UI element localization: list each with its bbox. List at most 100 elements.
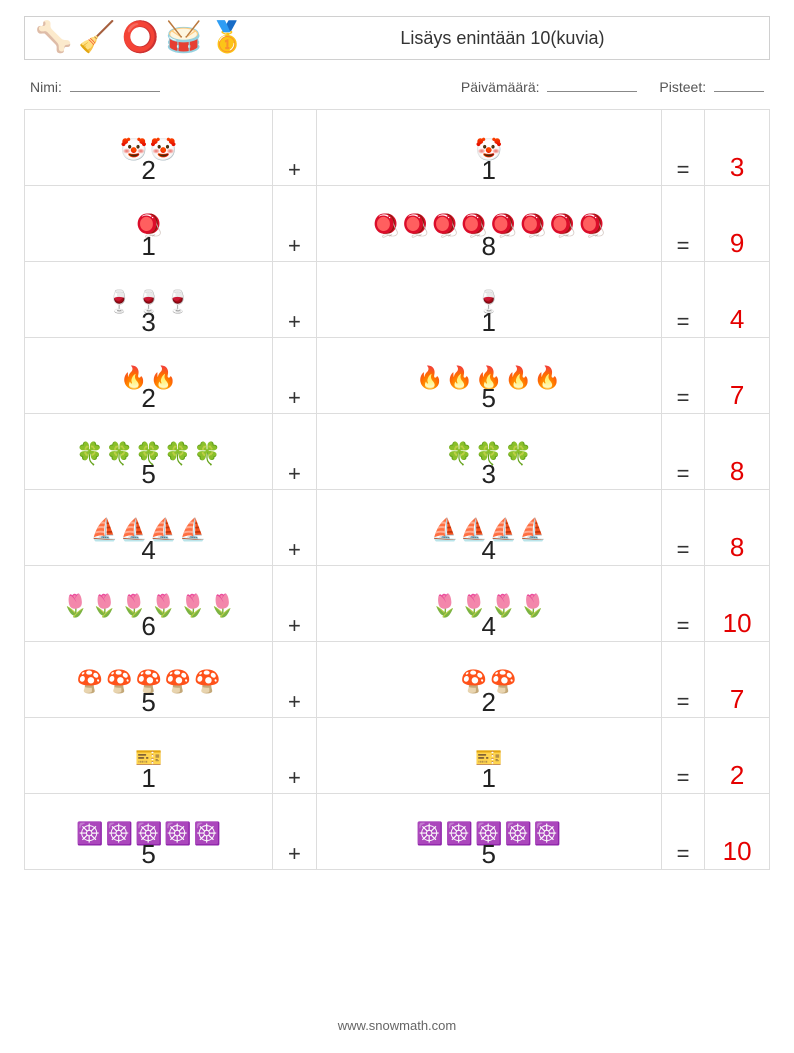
count-icon: 🪀 <box>372 215 399 237</box>
answer-cell: 10 <box>705 566 770 642</box>
count-icon: ⛵ <box>179 519 206 541</box>
name-label: Nimi: <box>30 79 62 95</box>
answer-value: 4 <box>730 304 744 334</box>
name-blank[interactable] <box>70 78 160 92</box>
operand-a-value: 5 <box>141 461 155 487</box>
count-icon: 🍄 <box>106 671 133 693</box>
equals-icon: = <box>677 461 690 486</box>
operand-a-cell: 🤡🤡2 <box>25 110 273 186</box>
answer-cell: 4 <box>705 262 770 338</box>
answer-cell: 3 <box>705 110 770 186</box>
count-icon: ⛵ <box>91 519 118 541</box>
operand-b-value: 1 <box>482 157 496 183</box>
operator-cell: + <box>273 566 316 642</box>
operand-a-cell: 🔥🔥2 <box>25 338 273 414</box>
answer-value: 9 <box>730 228 744 258</box>
operand-a-cell: 🍷🍷🍷3 <box>25 262 273 338</box>
header-icon-5: 🥇 <box>208 23 245 53</box>
count-icon: 🪀 <box>431 215 458 237</box>
operator-cell: + <box>273 110 316 186</box>
answer-cell: 2 <box>705 718 770 794</box>
count-icon: ☸️ <box>416 823 443 845</box>
operand-b-cell: 🍷1 <box>316 262 662 338</box>
equals-icon: = <box>677 157 690 182</box>
plus-icon: + <box>288 157 301 182</box>
operand-b-cell: 🪀🪀🪀🪀🪀🪀🪀🪀8 <box>316 186 662 262</box>
header-icons: 🦴 🧹 ⭕ 🥁 🥇 <box>35 23 246 53</box>
operator-cell: + <box>273 794 316 870</box>
operand-b-value: 4 <box>482 537 496 563</box>
answer-cell: 7 <box>705 642 770 718</box>
equals-icon: = <box>677 233 690 258</box>
operand-a-cell: ⛵⛵⛵⛵4 <box>25 490 273 566</box>
count-icon: 🔥 <box>416 367 443 389</box>
equals-icon: = <box>677 765 690 790</box>
table-row: 🍷🍷🍷3+🍷1=4 <box>25 262 770 338</box>
equals-cell: = <box>662 794 705 870</box>
count-icon: ☸️ <box>164 823 191 845</box>
count-icon: ☸️ <box>194 823 221 845</box>
operand-b-value: 8 <box>482 233 496 259</box>
operand-b-cell: 🎫1 <box>316 718 662 794</box>
count-icon: 🍄 <box>76 671 103 693</box>
answer-value: 2 <box>730 760 744 790</box>
count-icon: 🍀 <box>76 443 103 465</box>
worksheet-table: 🤡🤡2+🤡1=3🪀1+🪀🪀🪀🪀🪀🪀🪀🪀8=9🍷🍷🍷3+🍷1=4🔥🔥2+🔥🔥🔥🔥🔥… <box>24 109 770 870</box>
answer-value: 8 <box>730 456 744 486</box>
plus-icon: + <box>288 461 301 486</box>
count-icon: 🪀 <box>519 215 546 237</box>
score-label: Pisteet: <box>659 79 706 95</box>
count-icon: ☸️ <box>446 823 473 845</box>
equals-cell: = <box>662 338 705 414</box>
score-blank[interactable] <box>714 78 764 92</box>
plus-icon: + <box>288 385 301 410</box>
count-icon: ☸️ <box>534 823 561 845</box>
equals-cell: = <box>662 490 705 566</box>
count-icon: 🍀 <box>446 443 473 465</box>
count-icon: 🍄 <box>164 671 191 693</box>
table-row: 🌷🌷🌷🌷🌷🌷6+🌷🌷🌷🌷4=10 <box>25 566 770 642</box>
operand-b-value: 1 <box>482 765 496 791</box>
operand-b-cell: 🍄🍄2 <box>316 642 662 718</box>
count-icon: 🔥 <box>534 367 561 389</box>
table-row: 🤡🤡2+🤡1=3 <box>25 110 770 186</box>
table-row: 🪀1+🪀🪀🪀🪀🪀🪀🪀🪀8=9 <box>25 186 770 262</box>
count-icon: 🪀 <box>578 215 605 237</box>
answer-cell: 7 <box>705 338 770 414</box>
count-icon: 🍀 <box>164 443 191 465</box>
operand-a-value: 6 <box>141 613 155 639</box>
table-row: ⛵⛵⛵⛵4+⛵⛵⛵⛵4=8 <box>25 490 770 566</box>
operand-a-cell: 🍀🍀🍀🍀🍀5 <box>25 414 273 490</box>
count-icon: 🔥 <box>446 367 473 389</box>
count-icon: 🌷 <box>208 595 235 617</box>
equals-icon: = <box>677 309 690 334</box>
operand-a-value: 2 <box>141 385 155 411</box>
equals-cell: = <box>662 414 705 490</box>
count-icon: ⛵ <box>431 519 458 541</box>
equals-cell: = <box>662 718 705 794</box>
operand-b-cell: 🔥🔥🔥🔥🔥5 <box>316 338 662 414</box>
operand-a-value: 1 <box>141 233 155 259</box>
equals-cell: = <box>662 262 705 338</box>
equals-icon: = <box>677 689 690 714</box>
answer-value: 10 <box>723 608 752 638</box>
count-icon: 🌷 <box>61 595 88 617</box>
operator-cell: + <box>273 338 316 414</box>
count-icon: 🌷 <box>91 595 118 617</box>
operator-cell: + <box>273 414 316 490</box>
footer: www.snowmath.com <box>0 1018 794 1033</box>
answer-cell: 8 <box>705 414 770 490</box>
table-row: 🎫1+🎫1=2 <box>25 718 770 794</box>
count-icon: 🌷 <box>431 595 458 617</box>
operand-b-cell: ☸️☸️☸️☸️☸️5 <box>316 794 662 870</box>
plus-icon: + <box>288 613 301 638</box>
operand-b-value: 5 <box>482 841 496 867</box>
answer-cell: 8 <box>705 490 770 566</box>
date-blank[interactable] <box>547 78 637 92</box>
answer-value: 10 <box>723 836 752 866</box>
equals-cell: = <box>662 110 705 186</box>
operand-a-cell: 🌷🌷🌷🌷🌷🌷6 <box>25 566 273 642</box>
plus-icon: + <box>288 537 301 562</box>
table-row: ☸️☸️☸️☸️☸️5+☸️☸️☸️☸️☸️5=10 <box>25 794 770 870</box>
table-row: 🍄🍄🍄🍄🍄5+🍄🍄2=7 <box>25 642 770 718</box>
